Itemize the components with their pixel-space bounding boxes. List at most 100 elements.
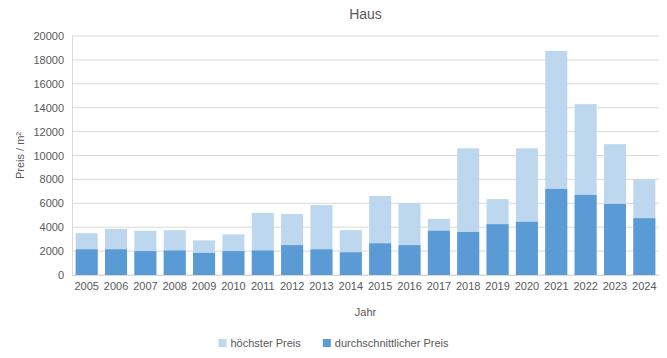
tick: 10000 (33, 150, 72, 162)
legend-swatch (218, 339, 226, 347)
bar (633, 179, 655, 275)
tick: 2013 (309, 275, 333, 292)
tick-label: 12000 (33, 126, 64, 138)
y-axis: 0200040006000800010000120001400016000180… (33, 30, 72, 281)
bar (340, 230, 362, 275)
bar (105, 229, 127, 275)
tick: 8000 (40, 173, 72, 185)
tick-label: 2005 (74, 280, 98, 292)
grid-line (72, 59, 659, 60)
tick: 2006 (104, 275, 128, 292)
tick: 14000 (33, 102, 72, 114)
bar (193, 253, 215, 275)
tick-label: 2014 (339, 280, 363, 292)
tick: 2007 (133, 275, 157, 292)
grid (72, 36, 659, 275)
tick-label: 2012 (280, 280, 304, 292)
bar (575, 195, 597, 275)
bar (399, 203, 421, 275)
axis-line (73, 275, 660, 276)
tick: 2021 (544, 275, 568, 292)
tick-label: 2020 (515, 280, 539, 292)
bars (76, 51, 656, 275)
tick: 2016 (397, 275, 421, 292)
tick-label: 2015 (368, 280, 392, 292)
bar (164, 230, 186, 275)
series (76, 189, 656, 275)
tick-label: 2009 (192, 280, 216, 292)
bar (134, 231, 156, 275)
bar (369, 196, 391, 275)
bar (340, 252, 362, 275)
tick-label: 2013 (309, 280, 333, 292)
tick: 2009 (192, 275, 216, 292)
tick: 20000 (33, 30, 72, 42)
legend-label: höchster Preis (230, 337, 301, 349)
grid-line (72, 203, 659, 204)
bar (310, 249, 332, 275)
bar (604, 204, 626, 275)
bar (76, 249, 98, 275)
tick-label: 2011 (251, 280, 275, 292)
bar (457, 232, 479, 275)
tick: 2000 (40, 245, 72, 257)
tick-label: 4000 (40, 221, 64, 233)
tick: 18000 (33, 54, 72, 66)
bar (252, 213, 274, 275)
series (76, 51, 656, 275)
bar (76, 233, 98, 275)
x-axis-label: Jahr (355, 306, 377, 318)
title: Haus (349, 6, 382, 22)
tick: 2018 (456, 275, 480, 292)
grid-line (72, 36, 659, 37)
tick: 4000 (40, 221, 72, 233)
grid-line (72, 227, 659, 228)
grid-line (72, 107, 659, 108)
grid-line (72, 131, 659, 132)
tick-label: 2018 (456, 280, 480, 292)
tick-label: 2024 (632, 280, 656, 292)
bar (281, 245, 303, 275)
bar (134, 251, 156, 275)
tick: 16000 (33, 78, 72, 90)
tick: 12000 (33, 126, 72, 138)
legend-item: durchschnittlicher Preis (323, 337, 449, 349)
tick: 2023 (603, 275, 627, 292)
tick-label: 2022 (573, 280, 597, 292)
tick: 2005 (74, 275, 98, 292)
axis-line (72, 37, 73, 276)
grid-line (72, 275, 659, 276)
tick-label: 0 (58, 269, 64, 281)
bar (222, 234, 244, 275)
chart: 0200040006000800010000120001400016000180… (0, 0, 667, 358)
tick-label: 14000 (33, 102, 64, 114)
bar (575, 104, 597, 275)
tick-label: 18000 (33, 54, 64, 66)
tick-label: 2019 (485, 280, 509, 292)
bar (545, 189, 567, 275)
tick-label: 2023 (603, 280, 627, 292)
tick: 2020 (515, 275, 539, 292)
tick: 0 (58, 269, 72, 281)
tick-label: 20000 (33, 30, 64, 42)
bar (457, 148, 479, 275)
tick: 2017 (427, 275, 451, 292)
bar (516, 222, 538, 275)
grid-line (72, 155, 659, 156)
tick: 2011 (251, 275, 275, 292)
bar (193, 240, 215, 275)
tick: 2012 (280, 275, 304, 292)
tick-label: 8000 (40, 173, 64, 185)
tick-label: 2000 (40, 245, 64, 257)
tick-label: 2006 (104, 280, 128, 292)
bar (164, 251, 186, 275)
legend-item: höchster Preis (218, 337, 301, 349)
bar (281, 214, 303, 275)
x-axis: 2005200620072008200920102011201220132014… (73, 275, 660, 292)
tick: 2010 (221, 275, 245, 292)
tick-label: 2017 (427, 280, 451, 292)
bar (310, 205, 332, 275)
tick-label: 2007 (133, 280, 157, 292)
bar (545, 51, 567, 275)
tick-label: 2010 (221, 280, 245, 292)
